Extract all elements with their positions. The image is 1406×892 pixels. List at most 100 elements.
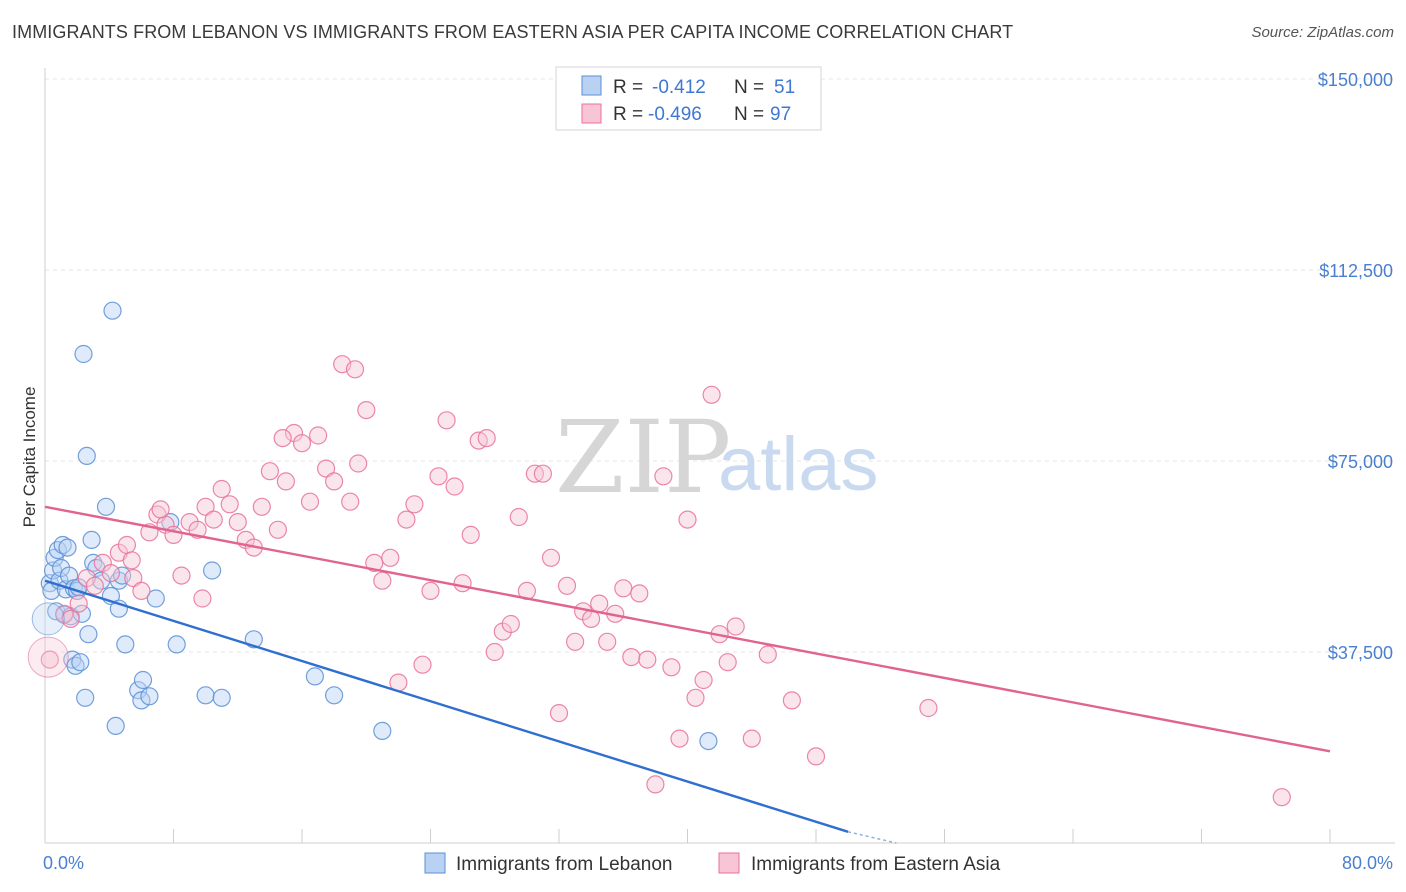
stats-box: R = -0.412 N = 51 R = -0.496 N = 97 [555, 66, 822, 131]
point-eastern-asia [260, 462, 279, 481]
point-lebanon [74, 344, 93, 364]
point-eastern-asia [654, 467, 673, 486]
stats-r-label: R = [613, 104, 643, 125]
point-lebanon [373, 721, 392, 741]
point-lebanon [212, 688, 231, 707]
stats-n-value: 97 [770, 104, 791, 125]
point-eastern-asia [357, 401, 376, 420]
tick-labels: $37,500 $75,000 $112,500 $150,000 0.0% 80.0% [43, 70, 1393, 873]
point-eastern-asia [101, 563, 121, 583]
point-eastern-asia [292, 434, 312, 453]
y-tick-label: $112,500 [1319, 261, 1393, 281]
point-eastern-asia [413, 655, 432, 674]
point-eastern-asia [212, 479, 231, 499]
point-eastern-asia [61, 609, 80, 629]
point-eastern-asia [204, 510, 223, 529]
watermark-zip: ZIP [555, 399, 731, 516]
point-eastern-asia [397, 510, 416, 529]
point-eastern-asia [533, 464, 553, 483]
point-eastern-asia [541, 548, 561, 567]
point-eastern-asia [461, 525, 480, 545]
point-eastern-asia [630, 584, 649, 603]
grid-lines [45, 78, 1395, 653]
watermark: ZIP atlas [555, 399, 879, 516]
point-lebanon [116, 635, 135, 654]
point-eastern-asia [300, 492, 320, 511]
point-eastern-asia [565, 632, 585, 651]
point-eastern-asia [622, 647, 641, 667]
legend-swatch-lebanon [424, 852, 446, 874]
stats-n-label: N = [734, 104, 764, 125]
point-eastern-asia [172, 566, 191, 585]
point-eastern-asia [758, 645, 777, 664]
point-eastern-asia [453, 574, 472, 593]
point-lebanon [53, 535, 72, 555]
point-lebanon [31, 602, 65, 636]
stats-r-value: -0.496 [648, 104, 702, 125]
trend-line-eastern-asia [44, 505, 1331, 753]
point-lebanon [71, 653, 90, 672]
x-tick-label: 80.0% [1342, 853, 1393, 873]
point-lebanon [203, 561, 222, 580]
point-eastern-asia [421, 581, 440, 601]
stats-n-label: N = [734, 77, 764, 98]
point-eastern-asia [273, 429, 292, 448]
point-lebanon [106, 716, 125, 736]
point-eastern-asia [806, 747, 826, 766]
point-eastern-asia [702, 385, 721, 404]
stats-n-value: 51 [774, 77, 795, 98]
point-eastern-asia [1272, 788, 1291, 807]
data-points [27, 301, 1291, 807]
stats-r-label: R = [613, 77, 643, 98]
point-lebanon [82, 530, 101, 550]
point-eastern-asia [122, 551, 141, 570]
point-eastern-asia [557, 576, 577, 595]
point-lebanon [112, 566, 132, 585]
point-eastern-asia [309, 426, 328, 445]
legend: Immigrants from Lebanon Immigrants from … [424, 852, 1001, 875]
point-lebanon [103, 301, 122, 320]
point-eastern-asia [381, 548, 400, 567]
point-eastern-asia [646, 775, 665, 794]
point-eastern-asia [124, 568, 143, 588]
y-tick-label: $37,500 [1328, 643, 1393, 663]
y-axis-label: Per Capita Income [20, 387, 39, 528]
trend-lines [44, 505, 1331, 844]
point-eastern-asia [662, 658, 681, 677]
point-eastern-asia [69, 594, 88, 613]
point-lebanon [133, 670, 153, 690]
point-eastern-asia [132, 581, 151, 601]
point-eastern-asia [117, 535, 137, 555]
point-eastern-asia [220, 495, 239, 514]
point-eastern-asia [405, 495, 424, 514]
point-eastern-asia [485, 642, 504, 662]
point-eastern-asia [193, 589, 212, 608]
point-eastern-asia [40, 650, 59, 669]
point-lebanon [58, 538, 77, 557]
y-tick-label: $150,000 [1318, 70, 1393, 90]
point-eastern-asia [196, 497, 215, 516]
point-eastern-asia [477, 429, 496, 448]
point-eastern-asia [726, 617, 745, 636]
trend-line-lebanon-extension [847, 831, 897, 844]
point-eastern-asia [252, 497, 271, 516]
chart-source: Source: ZipAtlas.com [1251, 24, 1394, 41]
point-eastern-asia [590, 594, 609, 613]
chart-title: IMMIGRANTS FROM LEBANON VS IMMIGRANTS FR… [12, 22, 1014, 42]
x-tick-label: 0.0% [43, 853, 84, 873]
point-eastern-asia [349, 454, 368, 473]
point-lebanon [305, 667, 324, 686]
point-eastern-asia [437, 411, 456, 430]
legend-label-lebanon: Immigrants from Lebanon [456, 854, 673, 875]
point-lebanon [146, 589, 165, 608]
point-eastern-asia [686, 688, 705, 707]
point-eastern-asia [373, 571, 392, 590]
point-eastern-asia [341, 492, 360, 511]
point-eastern-asia [325, 472, 344, 491]
point-eastern-asia [919, 698, 938, 718]
point-eastern-asia [445, 477, 464, 496]
point-eastern-asia [501, 614, 520, 634]
trend-line-lebanon [44, 579, 849, 833]
point-lebanon [129, 681, 148, 700]
